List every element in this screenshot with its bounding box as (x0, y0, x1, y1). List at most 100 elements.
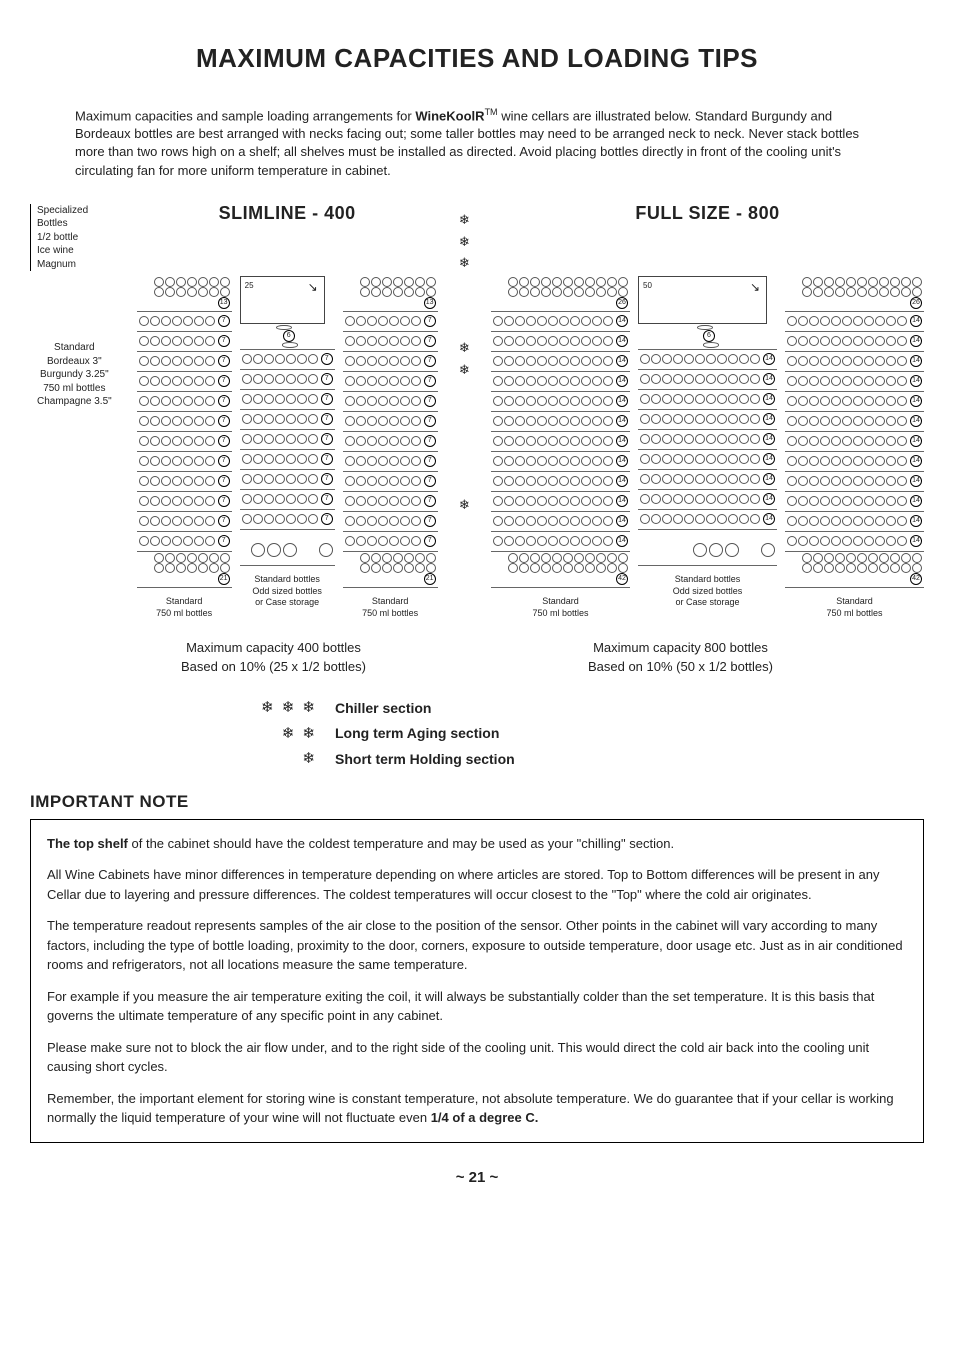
shelf: 7 (343, 432, 438, 452)
shelf: 7 (137, 332, 232, 352)
shelf-count-badge: 7 (424, 315, 436, 327)
shelf: 14 (638, 490, 777, 510)
shelf: 14 (638, 470, 777, 490)
shelf: 14 (785, 452, 924, 472)
section-indicators-left: ❄❄❄❄❄❄ (456, 200, 473, 515)
shelf: 14 (638, 510, 777, 530)
shelf-count-badge: 14 (910, 375, 922, 387)
cap-line2: Based on 10% (50 x 1/2 bottles) (588, 658, 773, 677)
slimline-title: SLIMLINE - 400 (137, 200, 438, 226)
shelf: 7 (240, 410, 335, 430)
shelf-count-badge: 7 (424, 455, 436, 467)
shelf: 14 (785, 332, 924, 352)
snowflake-icon: ❄ (247, 748, 317, 770)
shelf-count-badge: 7 (218, 355, 230, 367)
shelf-count-badge: 7 (218, 395, 230, 407)
snowflake-icon: ❄ (456, 233, 473, 252)
shelf-count-badge: 14 (616, 355, 628, 367)
shelf: 14 (785, 432, 924, 452)
shelf-count-badge: 14 (763, 353, 775, 365)
snowflake-icon: ❄ ❄ ❄ (247, 697, 317, 719)
note-p1-bold: The top shelf (47, 836, 128, 851)
shelf: 7 (137, 492, 232, 512)
shelf: 14 (491, 452, 630, 472)
page-title: MAXIMUM CAPACITIES AND LOADING TIPS (30, 40, 924, 78)
shelf: 14 (491, 332, 630, 352)
shelf-count-badge: 7 (424, 415, 436, 427)
shelf: 13 (137, 276, 232, 312)
shelf-count-badge: 7 (218, 415, 230, 427)
spec-mid-label: StandardBordeaux 3"Burgundy 3.25"750 ml … (30, 341, 119, 409)
shelf-bottom-open (240, 530, 335, 566)
shelf: 7 (137, 432, 232, 452)
shelf: 14 (785, 472, 924, 492)
shelf-count-badge: 14 (616, 315, 628, 327)
shelf-count-badge: 7 (321, 433, 333, 445)
shelf-count-badge: 7 (424, 395, 436, 407)
snowflake-icon: ❄ ❄ (247, 723, 317, 745)
shelf: 7 (343, 372, 438, 392)
shelf-count-badge: 7 (218, 515, 230, 527)
note-p5: Please make sure not to block the air fl… (47, 1038, 907, 1077)
shelf-count-badge: 26 (616, 297, 628, 309)
shelf-count-badge: 14 (763, 433, 775, 445)
shelf-count-badge: 6 (703, 330, 715, 342)
shelf-count-badge: 7 (424, 495, 436, 507)
note-p1-rest: of the cabinet should have the coldest t… (128, 836, 674, 851)
shelf-count-badge: 14 (910, 415, 922, 427)
shelf-count-badge: 7 (321, 473, 333, 485)
shelf: 14 (785, 392, 924, 412)
shelf: 7 (137, 512, 232, 532)
note-p4: For example if you measure the air tempe… (47, 987, 907, 1026)
shelf: 7 (240, 510, 335, 530)
snowflake-icon: ❄ (456, 361, 473, 380)
fullsize-column: FULL SIZE - 800 261414141414141414141414… (491, 200, 924, 619)
spec-column: Specialized Bottles1/2 bottleIce wineMag… (30, 200, 119, 409)
shelf: 7 (343, 472, 438, 492)
shelf: 42 (785, 552, 924, 588)
important-note-box: The top shelf of the cabinet should have… (30, 819, 924, 1143)
shelf-mid: 6 (638, 324, 777, 350)
shelf-count-badge: 14 (616, 375, 628, 387)
intro-paragraph: Maximum capacities and sample loading ar… (75, 106, 879, 180)
fullsize-title: FULL SIZE - 800 (491, 200, 924, 226)
shelf: 14 (491, 412, 630, 432)
note-p2: All Wine Cabinets have minor differences… (47, 865, 907, 904)
shelf-count-badge: 14 (616, 475, 628, 487)
shelf: 13 (343, 276, 438, 312)
shelf: 7 (137, 472, 232, 492)
shelf-count-badge: 13 (218, 297, 230, 309)
open-shelf-count: 25 (245, 280, 254, 292)
shelf: 7 (240, 470, 335, 490)
open-shelf: 50↘ (638, 276, 767, 324)
shelf: 26 (491, 276, 630, 312)
shelf: 7 (343, 312, 438, 332)
arrow-icon: ↘ (750, 279, 760, 296)
shelf: 7 (240, 370, 335, 390)
shelf: 14 (491, 532, 630, 552)
shelf-count-badge: 7 (424, 535, 436, 547)
shelf-count-badge: 7 (218, 455, 230, 467)
shelf: 7 (343, 412, 438, 432)
shelf-count-badge: 14 (763, 473, 775, 485)
shelf-count-badge: 7 (218, 315, 230, 327)
diagrams: Specialized Bottles1/2 bottleIce wineMag… (30, 200, 924, 619)
cap-line1: Maximum capacity 400 bottles (181, 639, 366, 658)
shelf: 26 (785, 276, 924, 312)
brand-name: WineKoolR (415, 108, 484, 123)
shelf-count-badge: 14 (910, 315, 922, 327)
slimline-odd-col: 25↘6777777777 Standard bottlesOdd sized … (240, 276, 335, 609)
shelf: 14 (785, 492, 924, 512)
shelf: 7 (137, 412, 232, 432)
shelf: 14 (785, 532, 924, 552)
fullsize-capacity: Maximum capacity 800 bottles Based on 10… (588, 639, 773, 677)
shelf: 7 (343, 532, 438, 552)
caption-std1: Standard750 ml bottles (137, 596, 232, 619)
shelf-count-badge: 14 (910, 395, 922, 407)
snowflake-icon: ❄ (456, 496, 473, 515)
shelf: 14 (491, 472, 630, 492)
note-p6-bold: 1/4 of a degree C. (431, 1110, 539, 1125)
page-number: ~ 21 ~ (30, 1167, 924, 1189)
shelf-count-badge: 7 (424, 475, 436, 487)
shelf: 7 (343, 452, 438, 472)
